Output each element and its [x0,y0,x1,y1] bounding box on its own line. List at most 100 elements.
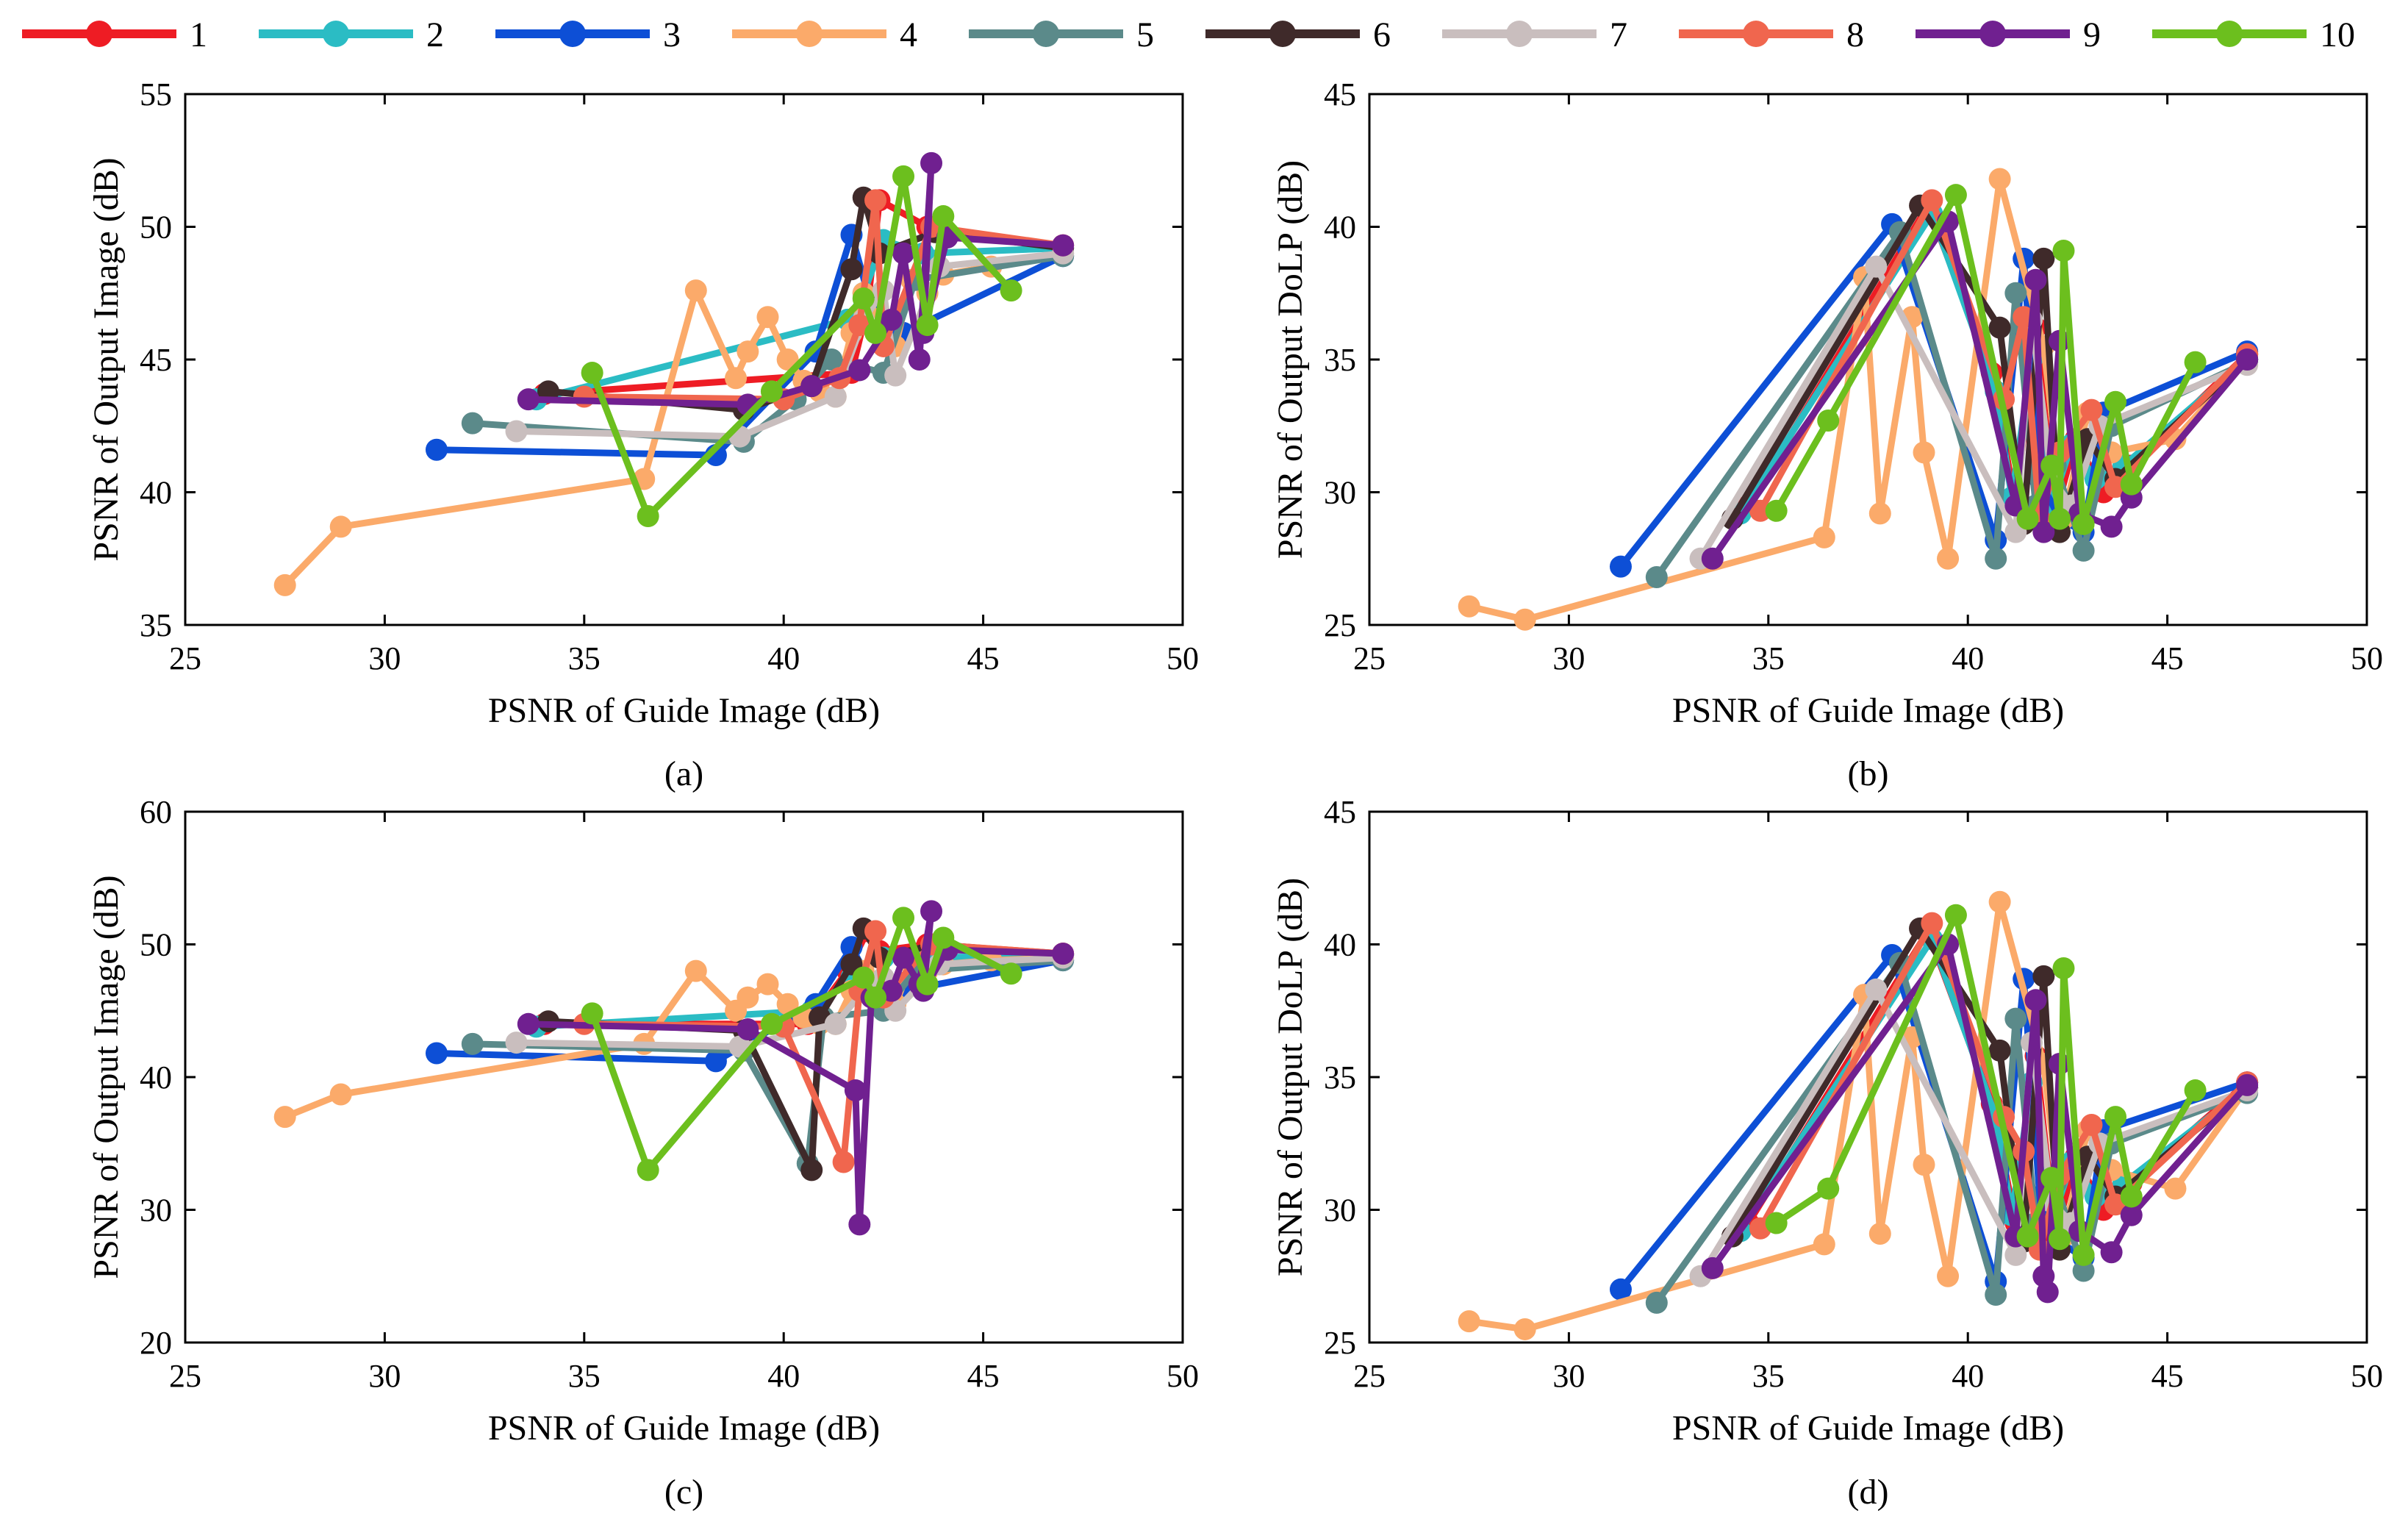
data-point-6-b [1988,316,2011,339]
data-point-10-b [2104,390,2127,413]
y-tick-label-a: 50 [140,210,172,246]
x-tick-label-d: 40 [1952,1358,1984,1394]
data-point-9-b [2236,348,2259,371]
data-point-9-d [2100,1241,2123,1264]
data-point-10-d [2104,1106,2127,1129]
x-axis-label-d: PSNR of Guide Image (dB) [1672,1409,2064,1448]
data-point-4-d [1458,1310,1480,1333]
data-point-7-c [824,1012,847,1035]
legend-entry-10: 10 [2152,15,2355,54]
data-point-4-b [1513,608,1536,631]
data-point-9-a [920,151,943,174]
data-point-10-b [2120,473,2143,496]
panels: 25 30 35 40 45 50 35 40 45 50 55 PSNR of Guide Imag… [87,76,2383,1512]
y-tick-label-b: 35 [1324,342,1356,378]
data-point-9-d [2236,1073,2259,1096]
data-point-4-d [1513,1318,1536,1340]
legend-label-9: 9 [2083,15,2101,54]
legend-entry-2: 2 [259,15,444,54]
data-point-10-c [637,1159,659,1182]
data-point-9-d [2120,1204,2143,1226]
y-tick-label-c: 20 [140,1325,172,1361]
data-point-4-a [273,573,296,596]
series-10-c [581,907,1022,1182]
data-point-4-a [684,279,707,302]
y-tick-label-a: 40 [140,475,172,511]
y-tick-label-a: 45 [140,342,172,378]
panel-d: 25 30 35 40 45 50 25 30 35 40 45 PSNR of Guide Imag… [1271,794,2383,1512]
series-10-b [1765,184,2207,535]
data-point-4-b [1458,595,1480,618]
data-point-4-d [1813,1233,1835,1256]
data-point-9-c [517,1012,540,1035]
data-point-5-d [1985,1284,2007,1306]
data-point-8-b [2080,398,2103,421]
data-point-4-d [1988,890,2011,913]
data-point-4-a [329,515,352,538]
data-point-4-d [2164,1177,2187,1200]
data-point-10-c [916,973,939,995]
data-point-10-a [760,380,783,403]
data-point-10-c [581,1002,603,1025]
x-tick-label-b: 45 [2151,640,2184,676]
data-point-7-b [1865,255,1888,278]
legend-marker-4 [796,21,823,47]
data-point-5-a [461,412,484,435]
x-tick-label-c: 30 [368,1358,401,1394]
data-point-4-d [1868,1222,1891,1245]
legend-entry-5: 5 [969,15,1154,54]
data-point-4-a [725,367,748,390]
data-point-9-d [2024,989,2047,1012]
data-point-10-c [852,966,875,989]
series-4-a [273,242,1075,596]
data-point-10-c [760,1012,783,1035]
data-point-10-d [2120,1185,2143,1208]
data-point-6-d [2032,965,2055,987]
data-point-9-b [2024,268,2047,291]
x-tick-label-d: 30 [1552,1358,1585,1394]
y-tick-label-c: 30 [140,1193,172,1229]
data-point-4-b [1913,441,1935,464]
data-point-10-d [2072,1243,2095,1266]
data-point-8-a [573,385,595,408]
data-point-8-b [1749,499,1771,522]
data-point-8-a [864,189,887,212]
data-point-8-c [832,1151,855,1173]
data-point-10-d [2184,1079,2207,1102]
data-point-6-d [1988,1039,2011,1062]
data-point-7-c [505,1032,528,1054]
y-tick-label-a: 35 [140,607,172,643]
data-point-9-c [844,1079,867,1102]
data-point-10-b [2072,512,2095,535]
data-point-10-d [1765,1212,1788,1234]
data-point-10-a [932,205,955,228]
legend-marker-5 [1033,21,1059,47]
data-point-10-a [637,504,659,527]
data-point-10-c [1000,962,1022,985]
panel-label-b: (b) [1848,754,1889,793]
data-point-5-d [2004,1007,2027,1030]
x-tick-label-c: 25 [169,1358,201,1394]
series-line-3-b [1617,221,2251,571]
data-point-7-d [2004,1243,2027,1266]
x-tick-label-c: 40 [767,1358,800,1394]
x-axis-label-c: PSNR of Guide Image (dB) [488,1409,880,1448]
data-point-6-c [800,1159,823,1182]
data-point-10-b [2016,507,2039,530]
data-point-7-a [884,364,907,387]
data-point-3-c [425,1042,448,1065]
x-tick-label-a: 25 [169,640,201,676]
legend-marker-2 [323,21,349,47]
legend-entry-3: 3 [495,15,681,54]
series-10-a [581,165,1022,527]
data-point-9-c [737,1018,759,1041]
data-point-10-b [2040,454,2063,477]
data-point-3-b [1609,555,1632,578]
x-tick-label-a: 40 [767,640,800,676]
data-point-10-d [2052,957,2075,979]
data-point-8-d [1921,912,1943,934]
x-tick-label-d: 35 [1752,1358,1785,1394]
y-tick-label-d: 25 [1324,1325,1356,1361]
data-point-10-c [864,986,887,1009]
y-axis-label-a: PSNR of Output Image (dB) [87,157,126,561]
